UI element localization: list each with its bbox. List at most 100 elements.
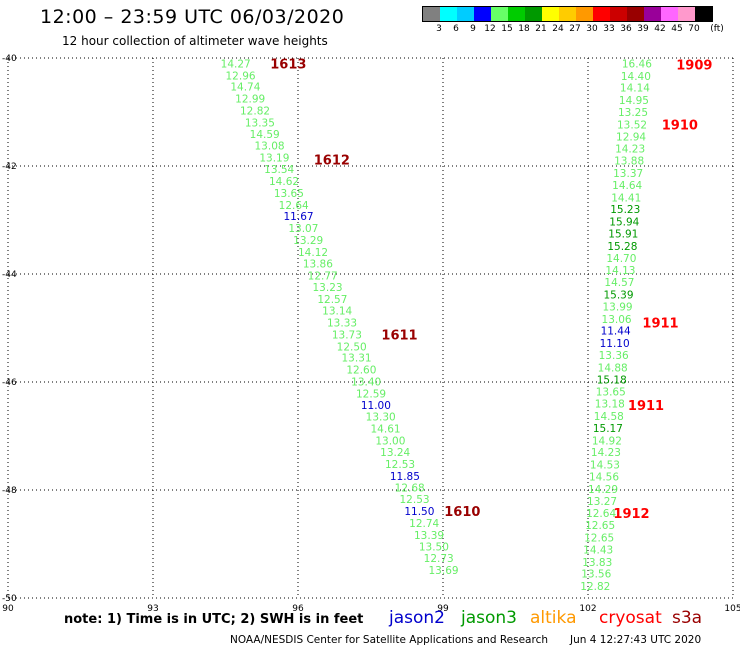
data-point-label: 15.39 (603, 290, 633, 302)
data-point-label: 14.74 (230, 82, 260, 94)
data-point-label: 13.99 (603, 301, 633, 313)
legend-label: 12 (484, 24, 496, 34)
pass-time-annotation: 1912 (613, 507, 649, 522)
legend-swatch (576, 7, 593, 21)
legend-swatch (440, 7, 457, 21)
y-tick-label: -50 (2, 594, 17, 604)
data-point-label: 13.27 (587, 496, 617, 508)
data-point-label: 15.91 (608, 229, 638, 241)
data-point-label: 11.85 (390, 471, 420, 483)
legend-swatch (525, 7, 542, 21)
data-point-label: 14.23 (615, 144, 645, 156)
legend-swatch (678, 7, 695, 21)
legend-label: 36 (620, 24, 632, 34)
data-point-label: 13.33 (327, 318, 357, 330)
pass-time-annotation: 1910 (662, 118, 698, 133)
pass-time-annotation: 1911 (642, 317, 678, 332)
legend-label: 33 (603, 24, 615, 34)
data-point-label: 13.50 (419, 542, 449, 554)
legend-label: 30 (586, 24, 598, 34)
data-point-label: 13.29 (293, 235, 323, 247)
data-point-label: 14.43 (583, 544, 613, 556)
data-point-label: 11.67 (284, 211, 314, 223)
x-tick-label: 90 (2, 604, 14, 614)
data-point-label: 13.18 (595, 399, 625, 411)
data-point-label: 12.82 (580, 581, 610, 593)
data-point-label: 13.00 (375, 435, 405, 447)
legend-swatch (627, 7, 644, 21)
data-point-label: 13.19 (259, 152, 289, 164)
pass-time-annotation: 1610 (444, 505, 480, 520)
data-point-label: 12.99 (235, 94, 265, 106)
data-point-label: 13.83 (582, 557, 612, 569)
legend-label: 45 (671, 24, 683, 34)
legend-swatch (559, 7, 576, 21)
data-point-label: 14.95 (619, 95, 649, 107)
data-point-label: 12.77 (308, 271, 338, 283)
legend-swatch (508, 7, 525, 21)
legend-labels: 3 6 9 12 15 18 21 24 27 30 33 36 39 42 45 70 (ft) (422, 22, 724, 34)
legend-swatch (610, 7, 627, 21)
page-title: 12:00 – 23:59 UTC 06/03/2020 (40, 6, 345, 28)
data-point-label: 12.59 (356, 388, 386, 400)
data-point-label: 14.40 (621, 71, 651, 83)
data-point-label: 12.64 (279, 200, 309, 212)
data-point-label: 15.94 (609, 217, 639, 229)
legend-label: 39 (637, 24, 649, 34)
x-tick-label: 93 (147, 604, 158, 614)
legend-label: 3 (436, 24, 442, 34)
data-point-label: 14.70 (606, 253, 636, 265)
data-point-label: 12.96 (226, 70, 256, 82)
data-point-label: 12.60 (346, 365, 376, 377)
data-point-label: 11.44 (601, 326, 631, 338)
legend-label: 6 (453, 24, 459, 34)
legend-swatch (491, 7, 508, 21)
legend-swatch (661, 7, 678, 21)
legend-label: 70 (688, 24, 700, 34)
y-tick-label: -46 (2, 378, 17, 388)
data-point-label: 14.12 (298, 247, 328, 259)
y-tick-label: -40 (2, 54, 17, 64)
data-point-label: 14.88 (598, 362, 628, 374)
data-point-label: 13.35 (245, 117, 275, 129)
x-tick-label: 99 (437, 604, 449, 614)
data-point-label: 14.64 (612, 180, 642, 192)
data-point-label: 12.50 (337, 341, 367, 353)
legend-swatch (644, 7, 661, 21)
data-point-label: 14.29 (588, 484, 618, 496)
data-point-label: 13.31 (342, 353, 372, 365)
data-point-label: 12.94 (616, 131, 646, 143)
data-point-label: 13.40 (351, 376, 381, 388)
legend-label: 42 (654, 24, 666, 34)
data-point-label: 13.23 (313, 282, 343, 294)
data-point-label: 13.73 (332, 329, 362, 341)
legend-swatch (423, 7, 440, 21)
data-point-label: 13.36 (599, 350, 629, 362)
data-point-label: 15.17 (593, 423, 623, 435)
legend-jason2: jason2 (389, 608, 445, 628)
data-point-label: 12.73 (424, 553, 454, 565)
y-tick-label: -48 (2, 486, 17, 496)
data-point-label: 12.65 (584, 533, 614, 545)
legend-altika: altika (530, 608, 577, 628)
data-point-label: 13.08 (255, 140, 285, 152)
data-point-label: 16.46 (622, 58, 652, 70)
data-point-label: 14.13 (605, 265, 635, 277)
legend-label: 21 (535, 24, 547, 34)
data-point-label: 12.53 (385, 459, 415, 471)
legend-cryosat: cryosat (599, 608, 662, 628)
data-point-label: 14.92 (592, 435, 622, 447)
pass-time-annotation: 1611 (381, 328, 417, 343)
legend-swatch (695, 7, 712, 21)
legend-label: 9 (470, 24, 476, 34)
x-tick-label: 102 (579, 604, 596, 614)
data-point-label: 14.53 (590, 460, 620, 472)
data-point-label: 13.52 (617, 119, 647, 131)
data-point-label: 11.10 (600, 338, 630, 350)
footer-credit: NOAA/NESDIS Center for Satellite Applica… (230, 634, 701, 646)
data-point-label: 14.14 (620, 83, 650, 95)
legend-unit: (ft) (710, 24, 724, 34)
data-point-label: 13.69 (429, 565, 459, 577)
legend-jason3: jason3 (461, 608, 517, 628)
